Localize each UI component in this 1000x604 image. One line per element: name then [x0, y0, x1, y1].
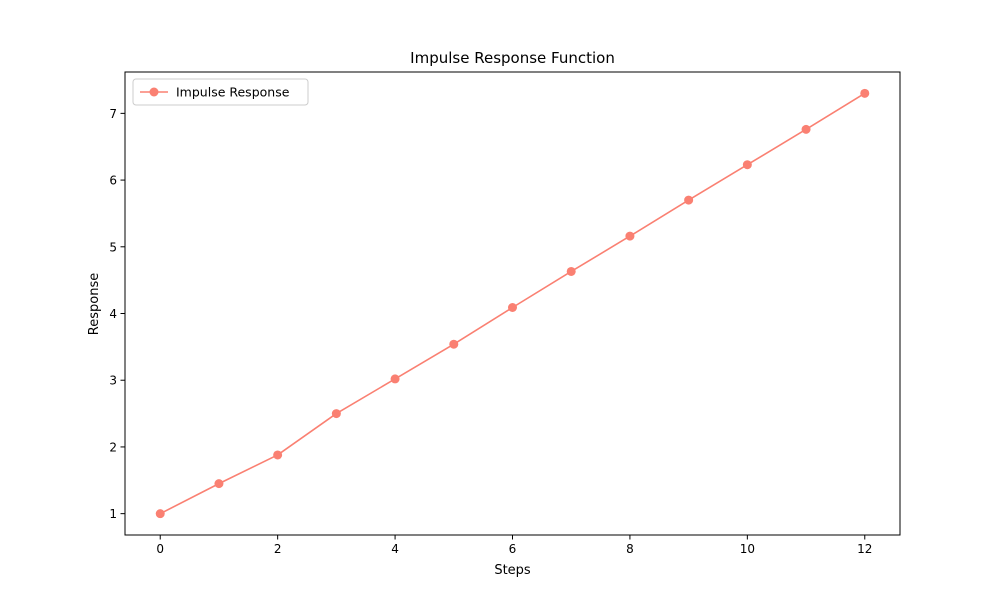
chart-title: Impulse Response Function	[410, 49, 615, 67]
legend-box	[132, 78, 309, 106]
data-point	[331, 409, 341, 419]
x-tick-label: 6	[509, 542, 517, 556]
x-tick-label: 2	[274, 542, 282, 556]
data-point	[273, 450, 283, 460]
data-point	[566, 266, 576, 276]
y-tick-label: 1	[109, 507, 117, 521]
y-axis-label: Response	[87, 273, 102, 335]
data-point	[684, 195, 694, 205]
data-point	[508, 303, 517, 313]
y-tick-label: 4	[109, 307, 117, 321]
legend: Impulse Response	[132, 78, 309, 106]
y-tick-label: 6	[109, 174, 117, 188]
x-tick-label: 12	[857, 542, 872, 556]
x-tick-label: 0	[156, 542, 164, 556]
data-point	[155, 509, 165, 519]
legend-label: Impulse Response	[176, 85, 290, 100]
data-point	[390, 374, 400, 384]
data-point	[860, 88, 870, 98]
data-point	[801, 124, 811, 134]
y-tick-label: 7	[109, 107, 117, 121]
y-tick-label: 5	[109, 240, 117, 254]
x-tick-label: 10	[740, 542, 755, 556]
x-tick-label: 8	[626, 542, 634, 556]
data-point	[214, 479, 224, 489]
data-point	[742, 160, 752, 170]
data-point	[449, 339, 459, 349]
legend-marker-swatch	[149, 87, 159, 97]
data-point	[625, 231, 635, 241]
x-tick-label: 4	[391, 542, 399, 556]
x-axis-label: Steps	[494, 563, 531, 578]
y-tick-label: 2	[109, 440, 117, 454]
y-tick-label: 3	[109, 374, 117, 388]
